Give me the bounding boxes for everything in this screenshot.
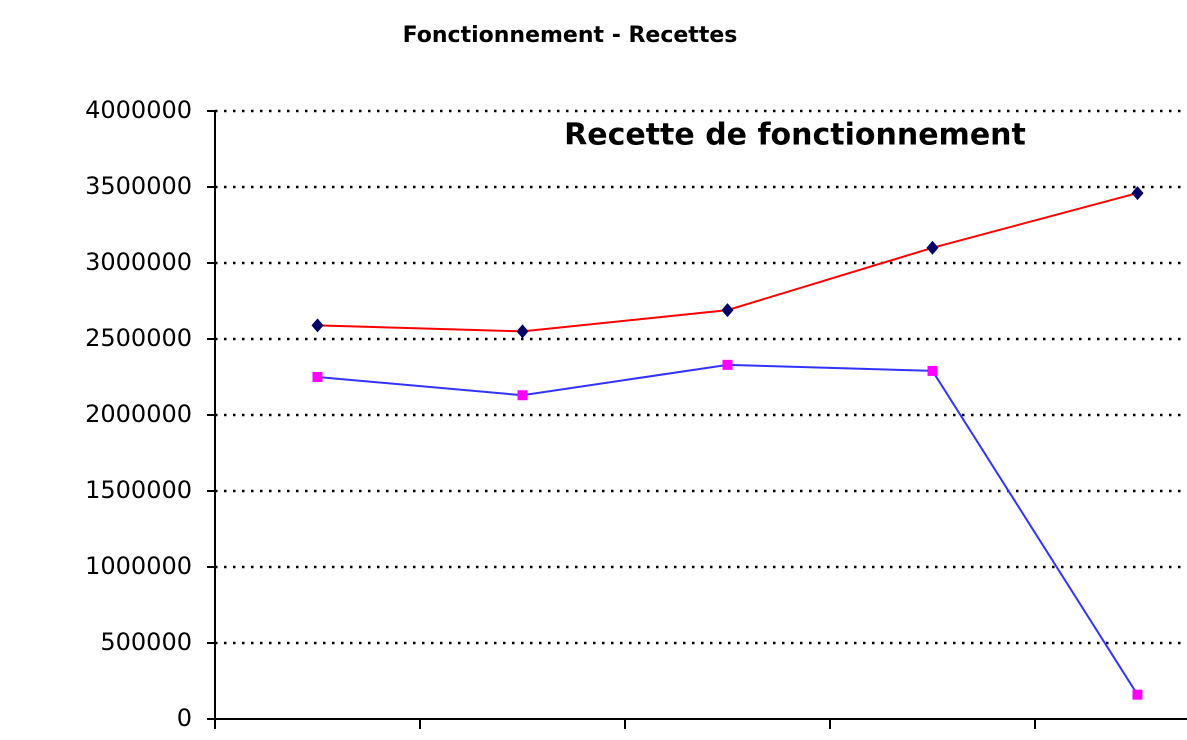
y-tick-label: 0 [177,704,192,732]
marker [312,372,323,382]
marker [516,324,529,339]
marker [722,359,733,370]
y-tick-label: 2500000 [85,324,192,352]
marker [517,390,528,401]
y-tick-label: 4000000 [85,96,192,124]
marker [721,303,734,318]
chart-title: Fonctionnement - Recettes [403,23,738,48]
y-tick-label: 3000000 [85,248,192,276]
y-tick-label: 2000000 [85,400,192,428]
marker [311,318,324,333]
marker [1131,186,1144,201]
marker [1132,689,1143,700]
marker [926,240,939,255]
y-tick-label: 1000000 [85,552,192,580]
y-tick-label: 3500000 [85,172,192,200]
chart-subtitle: Recette de fonctionnement [564,118,1026,153]
marker [927,365,938,376]
y-tick-label: 500000 [100,628,192,656]
y-tick-label: 1500000 [85,476,192,504]
